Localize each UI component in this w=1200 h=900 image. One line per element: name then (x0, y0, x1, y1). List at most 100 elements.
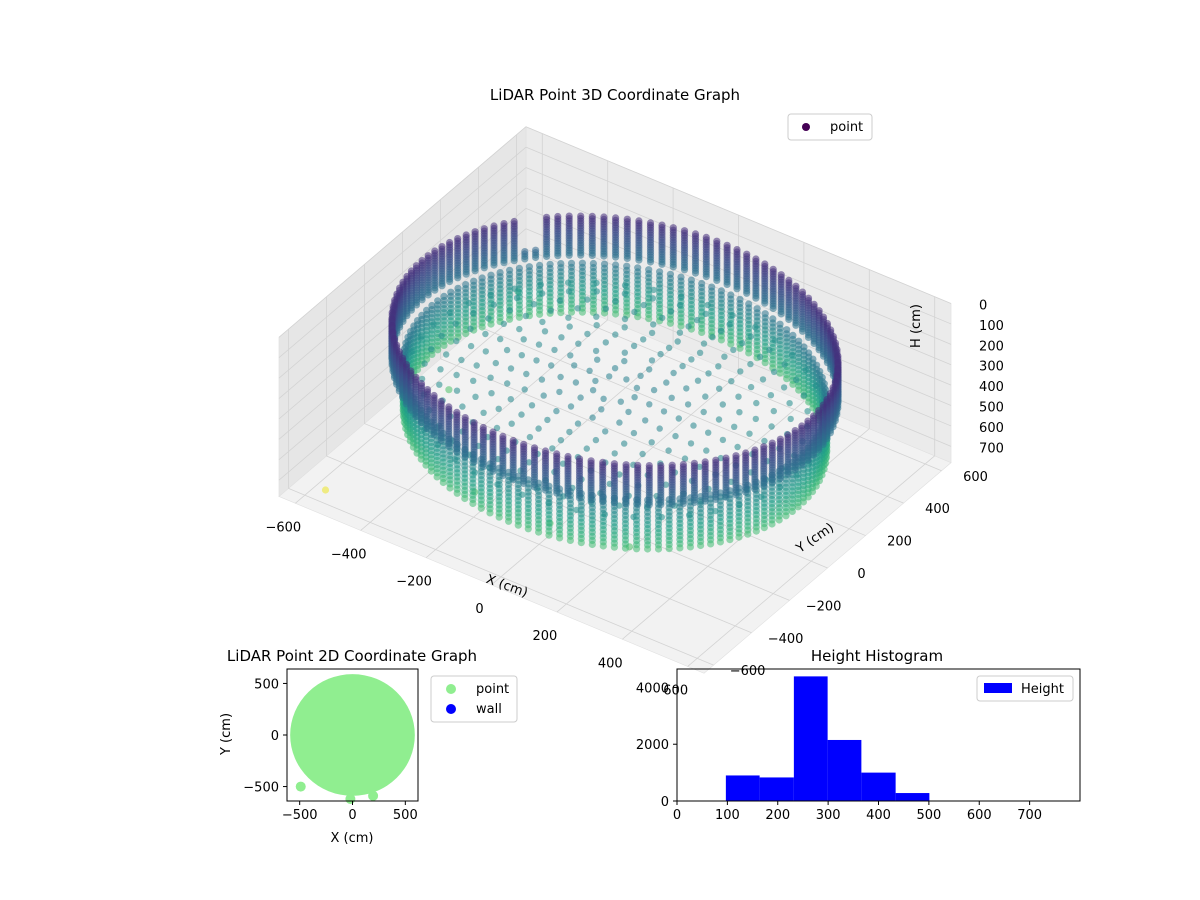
point-3d (544, 416, 551, 424)
point-3d (742, 488, 750, 496)
point-3d (668, 394, 675, 401)
point-3d (702, 310, 709, 317)
point-3d (600, 252, 608, 260)
point-3d (656, 425, 663, 432)
point-3d (800, 392, 808, 399)
point-3d (453, 337, 460, 345)
point-3d (583, 445, 590, 452)
grid-z-left (278, 126, 527, 338)
point-3d (804, 408, 811, 415)
point-3d (526, 433, 534, 441)
point-3d (539, 290, 546, 297)
point-3d (735, 533, 743, 541)
x-tick-label: 500 (916, 808, 941, 823)
chart-histogram: Height Histogram 0 100 200 300 400 500 600 7000… (636, 647, 1081, 823)
x-tick-label: −600 (265, 520, 301, 535)
legend-label-height: Height (1021, 682, 1064, 697)
point-3d (690, 422, 697, 429)
point-3d (776, 474, 785, 482)
point-3d (536, 310, 544, 318)
point-3d (769, 304, 777, 313)
point-3d (418, 296, 426, 304)
point-3d (446, 278, 454, 286)
point-3d (644, 545, 652, 553)
point-3d (548, 362, 555, 369)
point-3d (752, 527, 760, 535)
point-3d (719, 436, 727, 444)
histogram-bar (827, 739, 862, 801)
point-3d (508, 420, 515, 427)
point-3d (665, 344, 673, 351)
point-3d (766, 346, 773, 354)
point-3d (584, 330, 591, 338)
point-3d (799, 498, 808, 506)
point-3d (721, 353, 728, 360)
point-3d (488, 390, 495, 397)
point-3d (594, 356, 601, 363)
point-3d (679, 500, 688, 508)
point-3d (621, 324, 628, 331)
point-3d (549, 445, 556, 452)
point-3d (506, 315, 514, 323)
point-3d (777, 310, 785, 318)
point-3d (547, 307, 554, 314)
z-tick-label: 0 (979, 299, 987, 314)
y-tick-label: 0 (661, 795, 669, 810)
point-3d (489, 467, 497, 475)
point-3d (633, 384, 641, 392)
chart-2d-legend: point wall (430, 675, 518, 723)
point-3d (747, 333, 755, 340)
point-3d (700, 340, 708, 347)
point-3d (540, 392, 547, 399)
point-3d (702, 273, 710, 281)
point-3d (684, 401, 692, 408)
z-tick-label: 600 (979, 421, 1004, 436)
point-3d (780, 384, 788, 391)
y-tick-label: −200 (806, 599, 842, 614)
point-3d (623, 376, 630, 383)
point-3d (551, 346, 558, 354)
point-3d (747, 383, 755, 391)
point-3d (697, 541, 705, 550)
point-3d (715, 363, 722, 370)
point-3d (437, 366, 444, 373)
point-3d (433, 473, 441, 481)
point-3d (782, 512, 790, 520)
point-3d (461, 453, 469, 461)
point-3d (770, 407, 777, 415)
histogram-bar (895, 793, 930, 801)
point-3d (487, 291, 494, 298)
point-3d (522, 312, 530, 320)
y-tick-label: 4000 (636, 681, 669, 696)
point-3d (716, 385, 723, 392)
point-3d (761, 359, 769, 367)
point-3d (506, 307, 513, 314)
point-3d (752, 415, 759, 423)
point-3d (804, 456, 812, 464)
point-3d (477, 504, 485, 512)
point-3d (760, 482, 768, 490)
point-3d (539, 318, 546, 326)
point-3d (650, 321, 657, 328)
point-3d (436, 381, 443, 388)
point-3d (470, 458, 478, 466)
point-3d (503, 346, 511, 354)
point-3d (586, 367, 593, 374)
point-3d (809, 451, 818, 459)
point-3d (642, 417, 649, 424)
chart-2d-ylabel: Y (cm) (219, 713, 234, 756)
point-3d (565, 251, 573, 259)
point-3d (694, 316, 701, 324)
x-tick-label: 400 (598, 656, 623, 671)
y-tick-label: 600 (963, 470, 988, 485)
point-disk (290, 674, 415, 796)
legend-label-point: point (830, 120, 863, 135)
point-3d (589, 387, 597, 394)
point-3d (593, 322, 600, 329)
point-3d (440, 341, 448, 349)
legend-frame (976, 675, 1074, 702)
point-3d (621, 440, 628, 447)
point-3d (676, 329, 684, 336)
point-3d (694, 377, 702, 384)
point-3d (421, 360, 428, 367)
